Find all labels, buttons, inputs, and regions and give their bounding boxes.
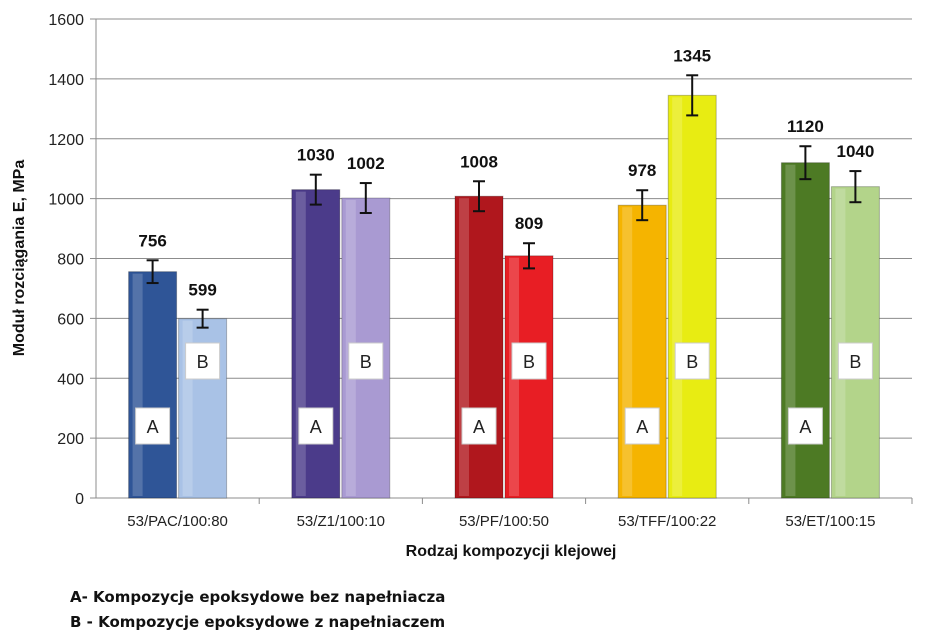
- series-tag-label: B: [197, 352, 209, 372]
- bar-chart: 0 200 400 600 800 1000 1200 1400 1600 53/PAC/100:…: [11, 12, 913, 560]
- series-tag-box: [837, 342, 873, 380]
- series-tag-label: B: [849, 352, 861, 372]
- series-tag-label: A: [473, 417, 485, 437]
- bar-highlight: [672, 97, 683, 496]
- bar-a: [617, 204, 667, 499]
- bars: 756 A 599 B 1030 A 1002 B 1008 A 809 B 978 A 1345 B 1120…: [128, 46, 880, 499]
- bar-highlight: [182, 320, 193, 496]
- data-label: 1345: [673, 46, 711, 65]
- x-tick-label: 53/ET/100:15: [785, 513, 875, 530]
- bar-a: [128, 271, 178, 499]
- data-label: 756: [138, 231, 166, 250]
- y-tick-label: 800: [57, 252, 84, 269]
- bar-a: [454, 195, 504, 499]
- series-tag-box: [624, 407, 660, 445]
- grid: [96, 18, 912, 499]
- data-label: 809: [515, 214, 543, 233]
- series-tag-box: [348, 342, 384, 380]
- data-label: 1008: [460, 152, 498, 171]
- y-tick-label: 1000: [48, 192, 84, 209]
- bar-highlight: [835, 188, 846, 496]
- y-tick-label: 600: [57, 311, 84, 328]
- bar-highlight: [132, 273, 143, 496]
- y-tick-label: 200: [57, 431, 84, 448]
- series-tag-label: A: [799, 417, 811, 437]
- data-label: 599: [188, 281, 216, 300]
- legend-item-b: B - Kompozycje epoksydowe z napełniaczem: [70, 613, 446, 631]
- bar-highlight: [459, 198, 469, 497]
- bar-highlight: [295, 191, 306, 497]
- x-tick-label: 53/PAC/100:80: [127, 513, 228, 530]
- series-tag-box: [674, 342, 710, 380]
- y-tick-label: 1200: [48, 132, 84, 149]
- series-tag-box: [461, 407, 497, 445]
- series-tag-label: B: [523, 352, 535, 372]
- series-tag-box: [185, 342, 221, 380]
- series-tag-label: A: [636, 417, 648, 437]
- series-tag-label: A: [147, 417, 159, 437]
- y-tick-label: 1600: [48, 12, 84, 29]
- bar-b: [830, 186, 880, 499]
- series-tag-box: [511, 342, 547, 380]
- data-label: 1030: [297, 146, 335, 165]
- x-tick-label: 53/Z1/100:10: [297, 513, 385, 530]
- y-tick-label: 1400: [48, 72, 84, 89]
- y-tick-label: 400: [57, 371, 84, 388]
- axes: 0 200 400 600 800 1000 1200 1400 1600 53/PAC/100:…: [48, 12, 913, 530]
- series-tag-label: B: [360, 352, 372, 372]
- series-tag-box: [787, 407, 823, 445]
- data-label: 1002: [347, 154, 385, 173]
- legend-item-a: A- Kompozycje epoksydowe bez napełniacza: [70, 588, 446, 606]
- series-tag-label: B: [686, 352, 698, 372]
- series-tag-label: A: [310, 417, 322, 437]
- x-axis-title: Rodzaj kompozycji klejowej: [406, 543, 617, 560]
- data-label: 1120: [787, 117, 824, 136]
- x-tick-label: 53/TFF/100:22: [618, 513, 716, 530]
- bar-highlight: [622, 207, 633, 496]
- series-tag-box: [135, 407, 171, 445]
- series-tag-box: [298, 407, 334, 445]
- x-tick-label: 53/PF/100:50: [459, 513, 549, 530]
- bar-b: [667, 94, 717, 499]
- y-axis-title: Moduł rozciągania E, MPa: [11, 160, 28, 357]
- bar-highlight: [785, 164, 796, 496]
- data-label: 1040: [836, 142, 874, 161]
- data-label: 978: [628, 161, 656, 180]
- y-tick-label: 0: [75, 491, 84, 508]
